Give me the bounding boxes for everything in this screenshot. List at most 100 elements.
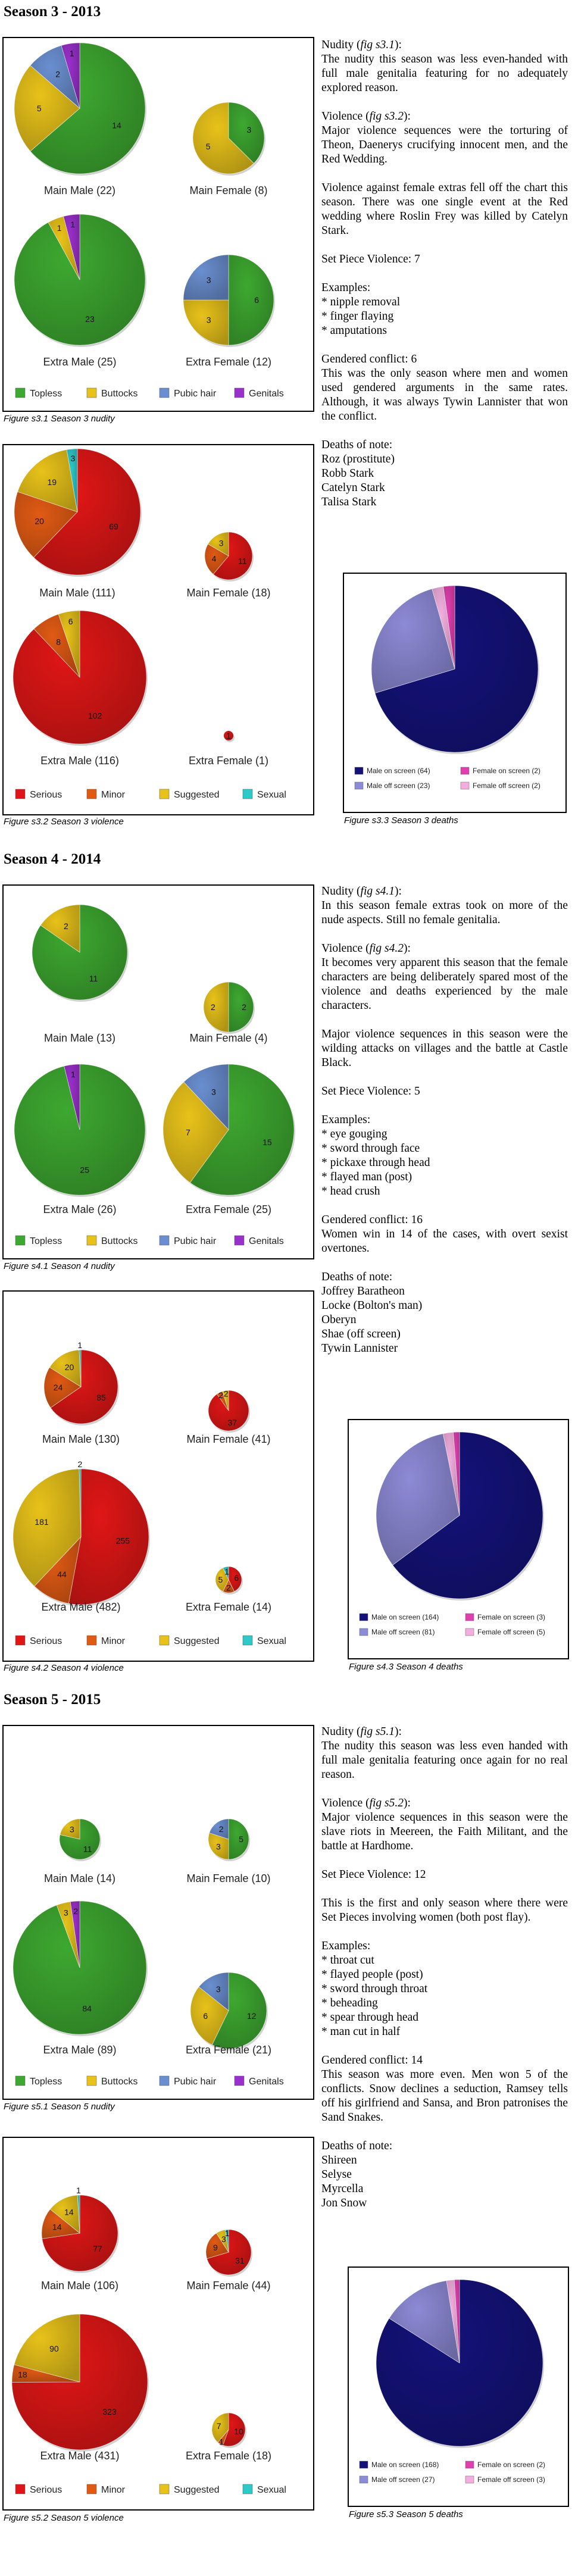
legend-label: Buttocks (101, 1236, 138, 1246)
pie-slice-serious (207, 2229, 252, 2275)
text-line: The nudity this season was less even-han… (321, 53, 568, 94)
text-line: Violence (fig s3.2): (321, 110, 411, 123)
pie-slice-male-on-screen (392, 1431, 543, 1599)
pie-value-label: 323 (102, 2407, 117, 2416)
text-line: This was the only season where men and w… (321, 367, 568, 423)
legend-label: Male off screen (23) (367, 781, 430, 790)
s4-text-major: Major violence sequences in this season … (321, 1027, 568, 1070)
pie-slice-minor (14, 491, 78, 558)
text-line: * sword through face (321, 1142, 420, 1155)
pie-title: Extra Female (14) (186, 1601, 271, 1613)
pie-value-label: 9 (213, 2243, 218, 2252)
pie-slice-buttocks (14, 65, 80, 152)
text-line: * flayed man (post) (321, 1171, 412, 1183)
text-line: * amputations (321, 324, 387, 337)
text-line: Gendered conflict: 6 (321, 353, 417, 365)
pie-value-label: 23 (85, 314, 95, 324)
pie-slice-serious (224, 731, 233, 740)
legend-swatch-female-on-screen (465, 2461, 474, 2469)
legend-label: Genitals (249, 389, 284, 399)
pie-title: Extra Male (25) (43, 356, 116, 368)
legend-swatch-buttocks (86, 387, 97, 398)
pie-value-label: 11 (238, 556, 247, 565)
pie-slice-sexual (79, 1468, 82, 1537)
pie-slice-suggested (12, 1468, 82, 1587)
legend-label: Serious (30, 790, 62, 800)
season-3-violence-figure: 69 20 19 3 Main Male (111) 11 4 3 Main Female (1… (2, 444, 314, 815)
pie-slice-topless (211, 1972, 267, 2049)
legend-label: Minor (101, 2485, 126, 2495)
text-line: Shireen (321, 2154, 357, 2167)
legend-swatch-minor (86, 1635, 97, 1646)
text-line: Set Piece Violence: 12 (321, 1868, 426, 1881)
text-line: Robb Stark (321, 467, 374, 480)
pie-value-label: 24 (54, 1383, 63, 1392)
text-line: Selyse (321, 2168, 352, 2181)
pie-slice-pubic-hair (183, 254, 229, 301)
legend-swatch-female-off-screen (465, 2475, 474, 2484)
pie-value-label: 1 (226, 731, 231, 740)
pie-slice-female-on-screen (443, 585, 455, 670)
pie-title: Main Female (8) (189, 185, 267, 196)
pie-value-label: 1 (224, 1567, 229, 1577)
pie-value-label: 3 (219, 539, 224, 548)
legend-swatch-sexual (242, 789, 253, 799)
season-4-title: Season 4 - 2014 (4, 851, 101, 867)
pie-value-label: 14 (64, 2208, 74, 2217)
pie-value-label: 8 (56, 637, 61, 646)
legend-swatch-genitals (234, 1235, 245, 1246)
season-3-deaths-caption: Figure s3.3 Season 3 deaths (344, 815, 458, 826)
s5-text-deaths: Deaths of note: Shireen Selyse Myrcella Jon … (321, 2139, 568, 2211)
pie-value-label: 31 (235, 2256, 245, 2265)
pie-title: Main Male (14) (44, 1872, 115, 1884)
pie-slice-suggested (17, 449, 78, 512)
legend-swatch-topless (15, 387, 26, 398)
s4-text-set-piece: Set Piece Violence: 5 (321, 1084, 568, 1099)
pie-value-label: 2 (219, 1824, 224, 1834)
season-4-nudity-caption: Figure s4.1 Season 4 nudity (4, 1261, 115, 1271)
pie-value-label: 3 (216, 1842, 221, 1851)
legend-label: Buttocks (101, 2077, 138, 2087)
season-4-violence-figure: 85 24 20 1 Main Male (130) 37 2 2 Main Female (4… (2, 1290, 314, 1662)
pie-slice-buttocks (162, 1081, 229, 1183)
pie-slice-male-on-screen (376, 2279, 543, 2447)
legend-swatch-female-on-screen (460, 767, 470, 775)
pie-value-label: 3 (216, 1984, 221, 1994)
text-line: The nudity this season was less even han… (321, 1740, 568, 1781)
pie-value-label: 37 (228, 1418, 238, 1427)
legend-label: Female on screen (3) (477, 1613, 545, 1621)
legend-swatch-topless (15, 1235, 26, 1246)
legend-swatch-serious (15, 1635, 26, 1646)
legend-label: Topless (30, 2077, 62, 2087)
pie-value-label: 2 (218, 1390, 223, 1400)
pie-slice-serious (50, 1349, 118, 1424)
pie-slice-pubic-hair (183, 1064, 229, 1131)
pie-slice-buttocks (60, 1818, 80, 1840)
legend-swatch-male-off-screen (359, 2475, 368, 2484)
legend-label: Male on screen (168) (371, 2461, 439, 2469)
pie-slice-pubic-hair (198, 1972, 229, 2011)
pie-value-label: 25 (80, 1165, 89, 1175)
text-line: * eye gouging (321, 1128, 388, 1140)
pie-slice-topless (228, 102, 265, 164)
pie-value-label: 6 (203, 2011, 208, 2021)
pie-slice-serious (11, 2314, 148, 2450)
pie-value-label: 5 (37, 104, 42, 113)
season-4-commentary: Nudity (fig s4.1): In this season female … (321, 884, 568, 1370)
pie-title: Main Female (4) (189, 1032, 267, 1044)
pie-value-label: 2 (211, 1002, 215, 1012)
s3-text-deaths: Deaths of note: Roz (prostitute) Robb Star… (321, 438, 568, 509)
season-3-title: Season 3 - 2013 (4, 4, 101, 20)
pie-value-label: 15 (262, 1137, 272, 1147)
legend-label: Serious (30, 1636, 62, 1646)
pie-value-label: 3 (64, 1908, 68, 1918)
text-line: Gendered conflict: 16 (321, 1214, 423, 1226)
season-3-violence-caption: Figure s3.2 Season 3 violence (4, 817, 124, 827)
pie-title: Main Female (18) (186, 587, 270, 599)
pie-slice-sexual (77, 2194, 80, 2234)
pie-value-label: 1 (219, 2437, 224, 2447)
pie-value-label: 18 (18, 2370, 27, 2380)
pie-slice-serious (212, 532, 253, 580)
